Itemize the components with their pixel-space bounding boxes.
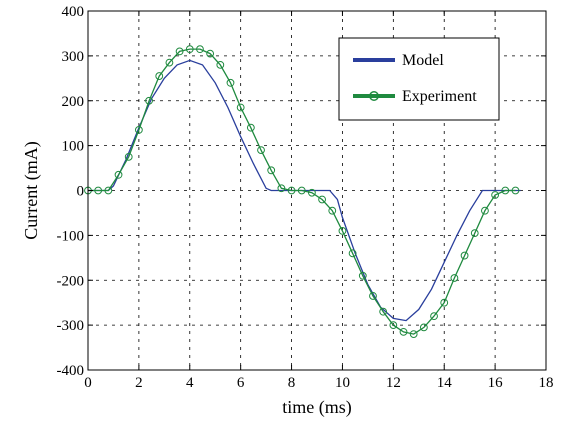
data-point xyxy=(318,195,326,204)
data-point xyxy=(308,188,316,197)
data-point xyxy=(94,186,103,195)
series-experiment xyxy=(84,45,520,339)
data-point xyxy=(379,307,388,316)
legend-label: Model xyxy=(402,52,444,69)
data-point xyxy=(267,166,276,175)
data-point xyxy=(145,96,153,105)
data-point xyxy=(206,49,215,58)
data-point xyxy=(155,72,164,80)
x-tick-label: 14 xyxy=(437,375,453,391)
data-point xyxy=(246,123,255,132)
data-point xyxy=(257,146,265,155)
x-tick-label: 2 xyxy=(135,375,143,391)
data-point xyxy=(226,78,235,87)
data-point xyxy=(419,323,428,332)
data-point xyxy=(338,226,347,235)
y-tick-label: 0 xyxy=(77,184,85,200)
x-tick-label: 12 xyxy=(386,375,401,391)
x-tick-label: 4 xyxy=(186,375,194,391)
data-point xyxy=(430,312,438,321)
data-point xyxy=(399,327,408,336)
data-point xyxy=(216,60,225,69)
x-tick-label: 18 xyxy=(539,375,554,391)
y-tick-label: -200 xyxy=(57,273,85,289)
x-tick-label: 8 xyxy=(288,375,296,391)
legend-box xyxy=(338,37,500,121)
data-point xyxy=(460,251,469,260)
y-tick-label: -400 xyxy=(57,363,85,379)
data-point xyxy=(114,170,123,179)
x-tick-label: 0 xyxy=(84,375,92,391)
y-tick-label: 200 xyxy=(62,94,85,110)
data-point xyxy=(134,126,143,134)
x-axis-label: time (ms) xyxy=(282,397,352,418)
y-tick-label: 100 xyxy=(62,139,85,155)
ticks xyxy=(87,10,547,371)
data-point xyxy=(440,298,449,307)
data-point xyxy=(369,292,377,300)
data-point xyxy=(328,206,337,215)
data-point xyxy=(277,184,286,193)
data-point xyxy=(470,229,479,238)
y-tick-label: 400 xyxy=(62,4,85,20)
data-point xyxy=(196,45,204,54)
data-point xyxy=(511,186,520,195)
data-point xyxy=(287,186,296,195)
tick-labels: 0 2 4 6 8 10 12 14 16 18 -400 -300 -200 -100 0 100 200 30… xyxy=(57,4,554,391)
y-tick-label: -100 xyxy=(57,228,85,244)
data-point xyxy=(409,330,418,339)
x-tick-label: 16 xyxy=(488,375,504,391)
data-point xyxy=(236,103,245,112)
legend: Model Experiment xyxy=(338,37,500,121)
data-point xyxy=(104,186,113,195)
data-point xyxy=(297,186,306,195)
data-point xyxy=(185,45,194,54)
data-point xyxy=(501,186,510,195)
legend-label: Experiment xyxy=(402,88,477,105)
y-tick-label: -300 xyxy=(57,318,85,334)
data-point xyxy=(358,271,367,280)
data-point xyxy=(481,206,489,215)
legend-marker xyxy=(369,91,379,101)
series-layer xyxy=(84,45,521,339)
data-point xyxy=(124,152,133,161)
y-tick-label: 300 xyxy=(62,49,85,65)
data-point xyxy=(450,274,459,282)
data-point xyxy=(389,321,398,330)
y-axis-label: Current (mA) xyxy=(21,141,42,239)
x-tick-label: 6 xyxy=(237,375,245,391)
series-line-experiment xyxy=(88,48,516,335)
data-point xyxy=(175,47,184,56)
x-tick-label: 10 xyxy=(335,375,350,391)
data-point xyxy=(348,249,357,258)
data-point xyxy=(165,58,174,67)
data-point xyxy=(491,191,500,199)
